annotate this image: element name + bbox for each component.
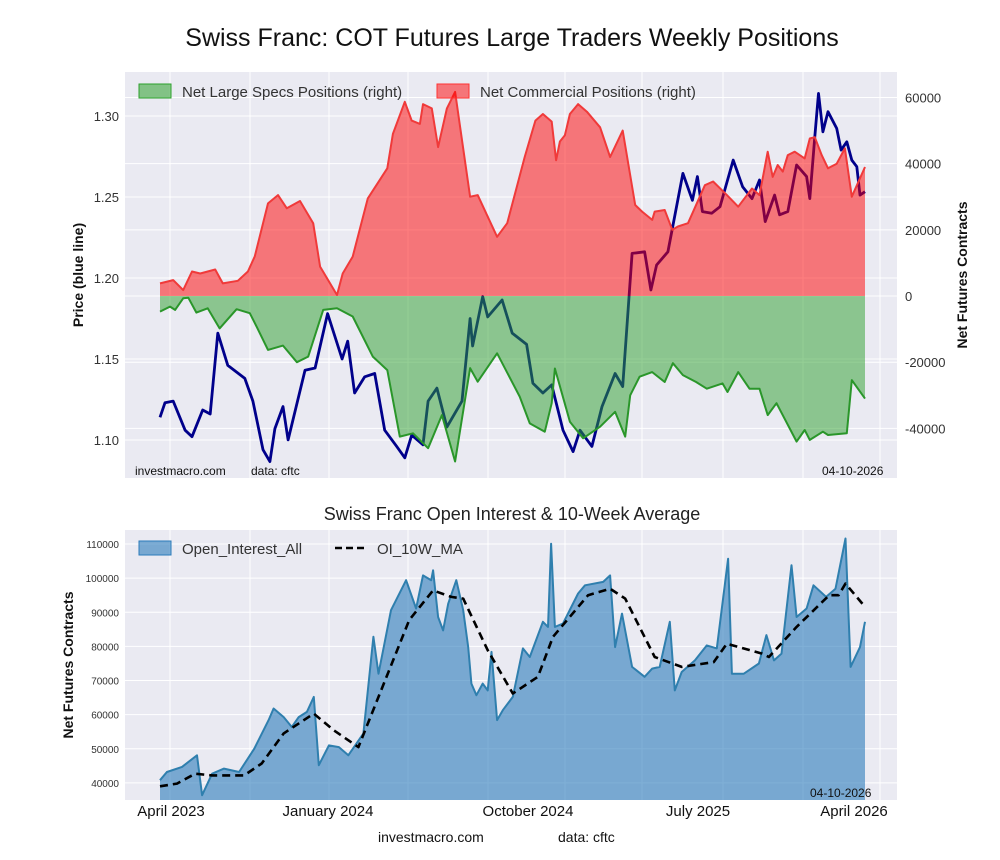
- bottom-legend: Open_Interest_All OI_10W_MA: [138, 540, 463, 558]
- oi-date-label: 04-10-2026: [810, 786, 872, 800]
- bottom-y-ticks: 40000 50000 60000 70000 80000 90000 100000 1100…: [86, 540, 120, 790]
- right-tick-label: 60000: [905, 90, 941, 105]
- top-series-marks: [158, 90, 866, 464]
- legend-label-oi: Open_Interest_All: [182, 541, 302, 558]
- legend-swatch-commercial: [436, 83, 470, 99]
- legend-label-commercial: Net Commercial Positions (right): [480, 84, 696, 101]
- left-tick-label: 1.20: [94, 271, 119, 286]
- x-tick-label: October 2024: [483, 803, 574, 820]
- legend-label-ma: OI_10W_MA: [377, 541, 463, 558]
- open-interest-fill: [160, 538, 865, 800]
- x-tick-label: January 2024: [283, 803, 374, 820]
- oi-tick-label: 90000: [91, 608, 119, 619]
- oi-tick-label: 100000: [86, 574, 120, 585]
- x-tick-label: April 2026: [820, 803, 888, 820]
- commercial-area-edge: [159, 90, 866, 296]
- legend-label-specs: Net Large Specs Positions (right): [182, 84, 402, 101]
- footer-site: investmacro.com: [378, 829, 484, 845]
- oi-axis-label: Net Futures Contracts: [60, 591, 76, 738]
- left-tick-label: 1.30: [94, 109, 119, 124]
- right-tick-label: -40000: [905, 421, 945, 436]
- x-tick-label: July 2025: [666, 803, 730, 820]
- chart-title: Swiss Franc: COT Futures Large Traders W…: [185, 24, 838, 52]
- bottom-x-ticks: April 2023 January 2024 October 2024 July 2…: [137, 803, 888, 820]
- legend-swatch-oi: [138, 540, 172, 556]
- date-label: 04-10-2026: [822, 464, 884, 478]
- oi-tick-label: 70000: [91, 677, 119, 688]
- left-tick-label: 1.10: [94, 433, 119, 448]
- oi-tick-label: 110000: [86, 540, 119, 551]
- right-tick-label: -20000: [905, 355, 945, 370]
- right-axis-label: Net Futures Contracts: [954, 201, 970, 348]
- footer-source: data: cftc: [558, 829, 615, 845]
- moving-average-line: [159, 582, 866, 788]
- left-tick-label: 1.25: [94, 190, 119, 205]
- watermark: investmacro.com: [135, 464, 226, 478]
- commercial-area-fill: [160, 91, 865, 297]
- top-legend: Net Large Specs Positions (right) Net Co…: [138, 83, 696, 101]
- left-tick-label: 1.15: [94, 352, 119, 367]
- x-tick-label: April 2023: [137, 803, 205, 820]
- left-axis-label: Price (blue line): [70, 223, 86, 327]
- legend-swatch-specs: [138, 83, 172, 99]
- right-axis-ticks: -40000 -20000 0 20000 40000 60000: [905, 90, 945, 436]
- bottom-series-marks: [159, 537, 866, 800]
- right-tick-label: 0: [905, 289, 912, 304]
- oi-tick-label: 50000: [91, 745, 119, 756]
- oi-tick-label: 60000: [91, 711, 119, 722]
- specs-area-edge: [159, 296, 866, 463]
- right-tick-label: 20000: [905, 223, 941, 238]
- oi-chart-title: Swiss Franc Open Interest & 10-Week Aver…: [324, 504, 701, 524]
- open-interest-line: [159, 537, 866, 797]
- right-tick-label: 40000: [905, 157, 941, 172]
- left-axis-ticks: 1.10 1.15 1.20 1.25 1.30: [94, 109, 119, 448]
- oi-tick-label: 80000: [91, 642, 119, 653]
- oi-tick-label: 40000: [91, 779, 119, 790]
- data-source: data: cftc: [251, 464, 300, 478]
- specs-area-fill: [160, 296, 865, 462]
